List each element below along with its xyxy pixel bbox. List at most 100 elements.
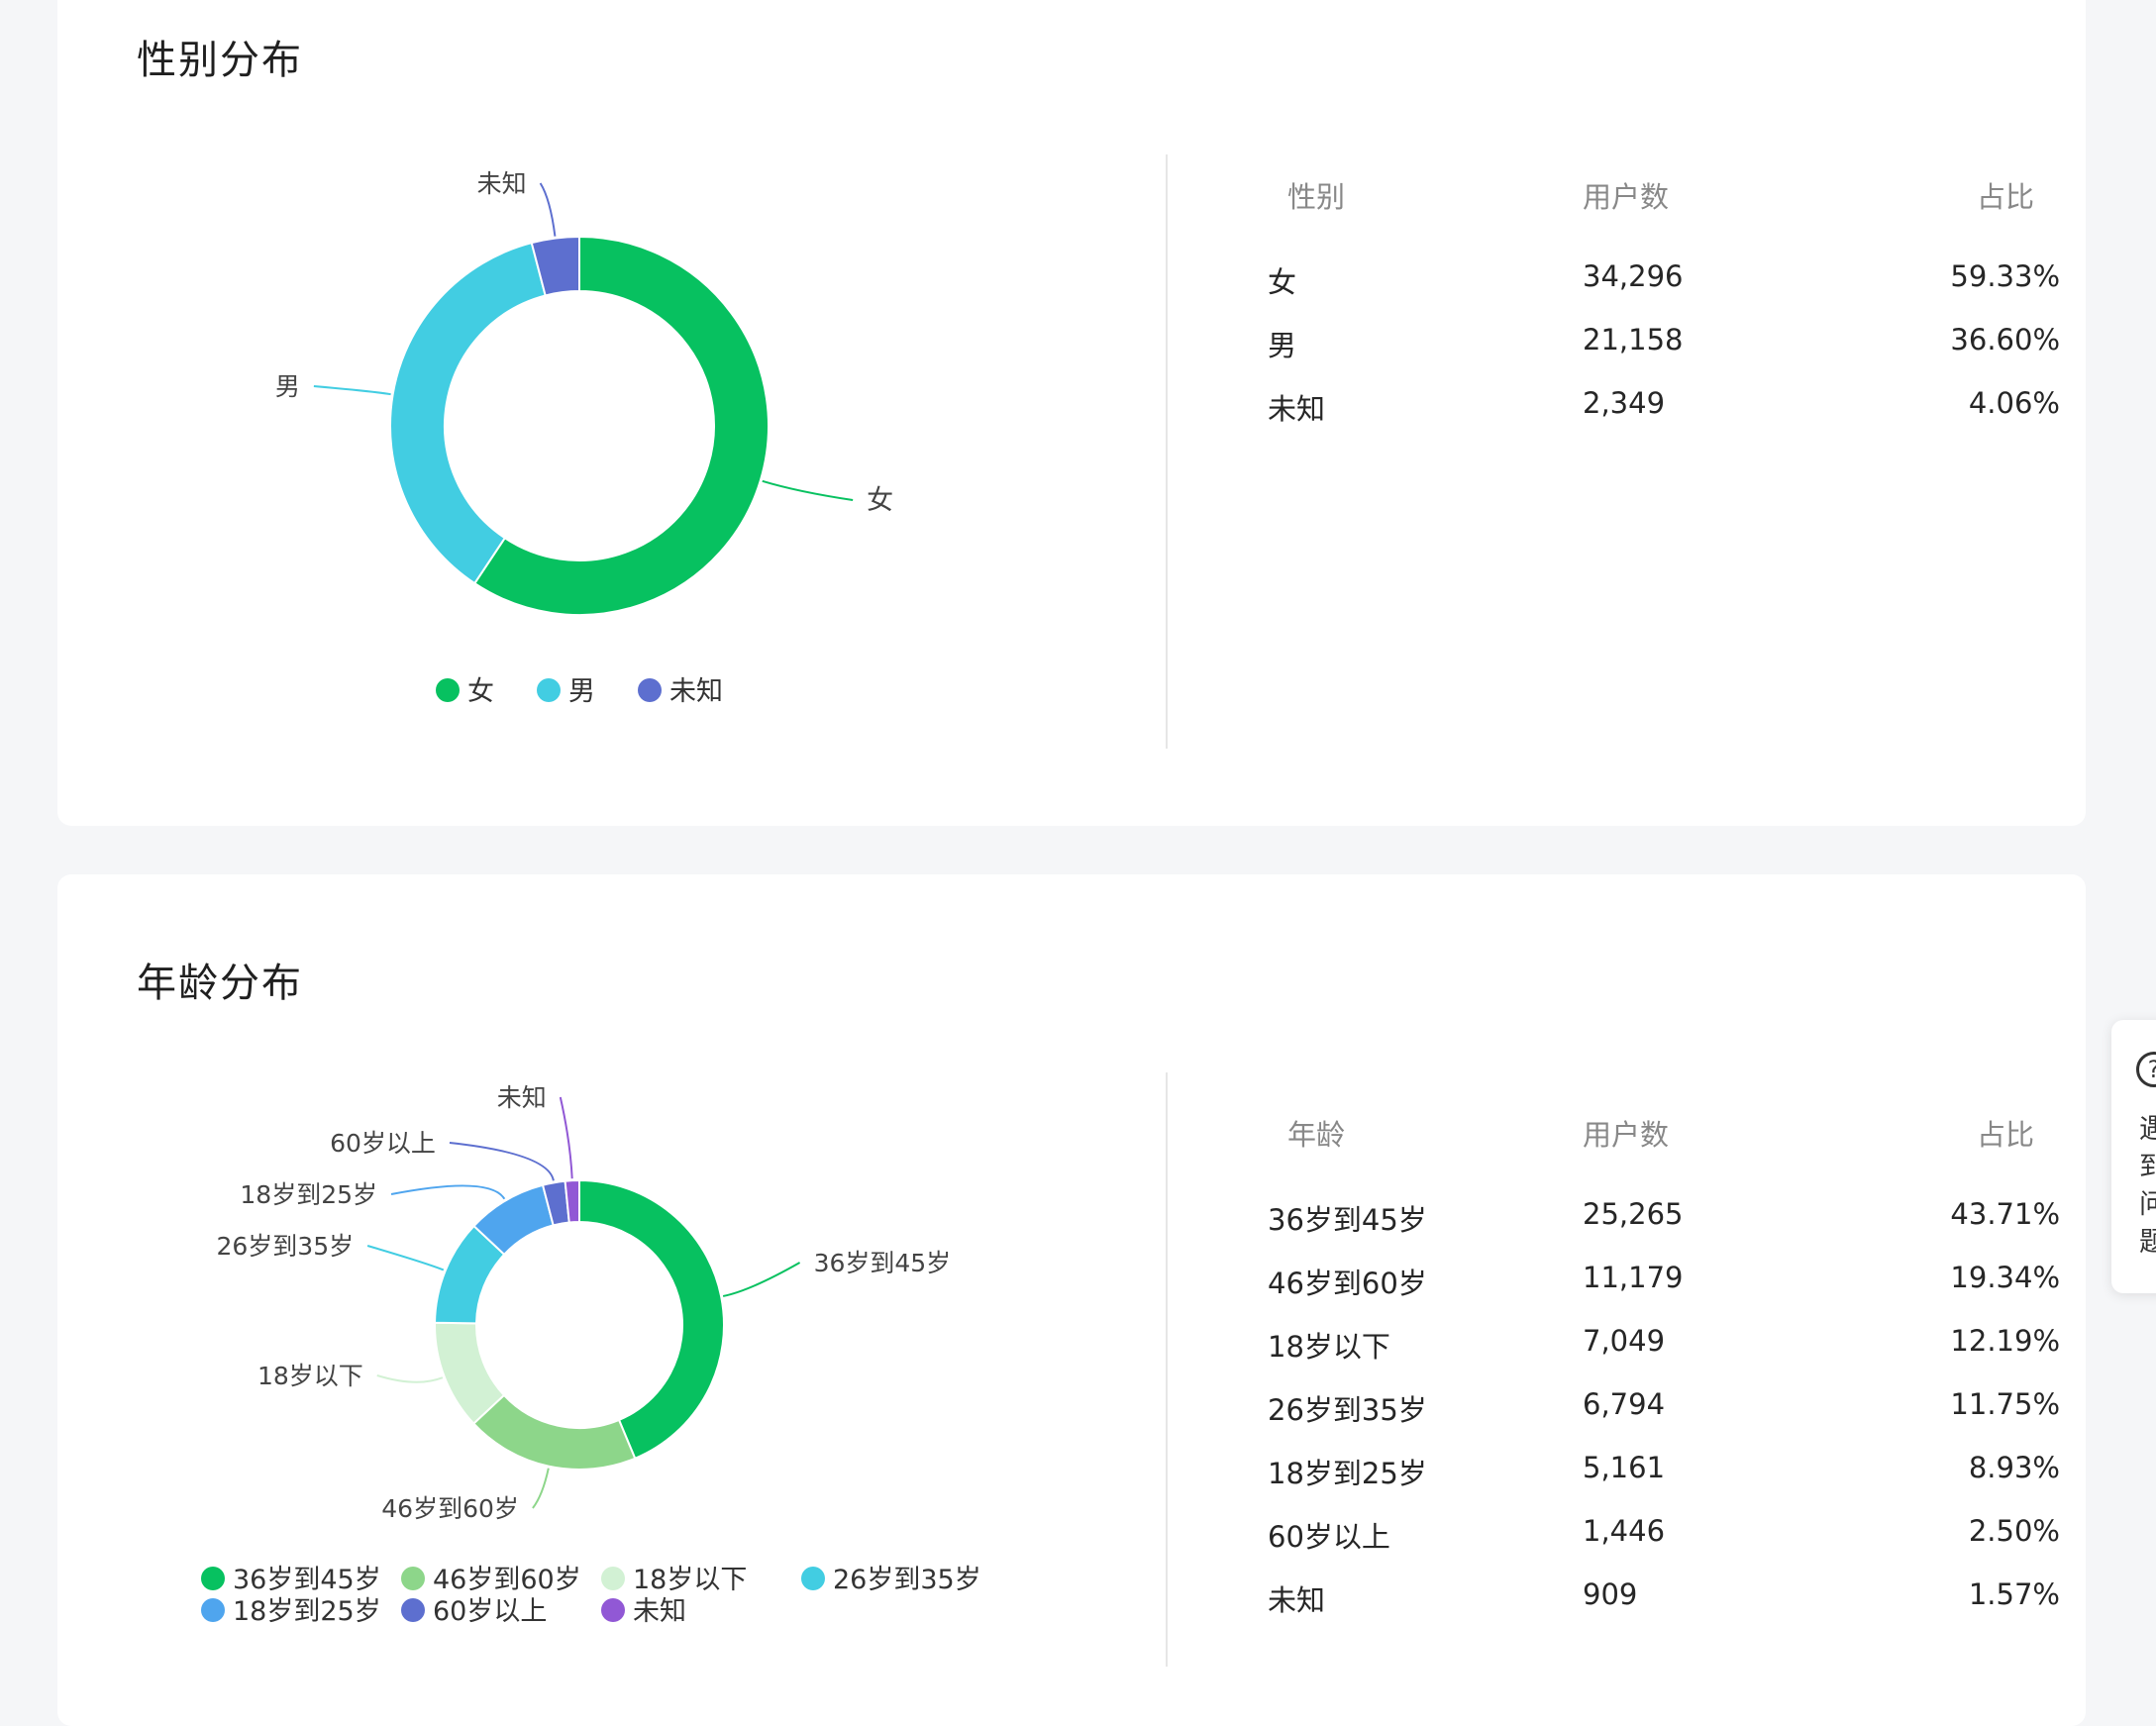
leader-line-0-2 [539,182,557,237]
table-row: 男 21,158 36.60% [1268,323,2060,382]
row-count: 5,161 [1583,1451,1666,1484]
legend-dot-icon [601,1566,625,1590]
donut-slice-0-1[interactable] [389,241,547,585]
gender-header-count: 用户数 [1583,180,1670,214]
row-pct: 8.93% [1968,1451,2060,1484]
table-row: 46岁到60岁 11,179 19.34% [1268,1261,2060,1320]
leader-line-1-3 [366,1245,445,1271]
slice-label-1-5: 60岁以上 [330,1129,436,1158]
slice-label-1-6: 未知 [497,1083,547,1112]
row-name: 18岁以下 [1268,1330,1390,1364]
donut-slice-1-6[interactable] [564,1178,580,1224]
row-pct: 1.57% [1968,1577,2060,1611]
row-name: 46岁到60岁 [1268,1267,1427,1300]
leader-line-1-5 [449,1142,555,1181]
age-distribution-card: 年龄分布 36岁到45岁 46岁到60岁 18岁以下 26岁到35岁 18岁到25岁 60… [57,874,2086,1726]
donut-slice-0-2[interactable] [530,235,580,297]
legend-dot-icon [537,677,561,702]
row-pct: 2.50% [1968,1514,2060,1548]
age-header-pct: 占比 [1976,1118,2034,1152]
row-count: 2,349 [1583,386,1666,420]
donut-slice-1-0[interactable] [578,1178,725,1461]
donut-slice-1-1[interactable] [471,1393,637,1471]
legend-item-1-2[interactable]: 18岁以下 [601,1558,747,1596]
leader-line-0-0 [762,479,854,501]
legend-dot-icon [436,677,460,702]
donut-slice-0-0[interactable] [472,235,770,616]
legend-label: 未知 [669,676,723,707]
legend-dot-icon [201,1597,225,1622]
legend-item-1-0[interactable]: 36岁到45岁 [201,1558,381,1596]
legend-label: 18岁到25岁 [233,1596,381,1627]
legend-item-1-3[interactable]: 26岁到35岁 [801,1558,981,1596]
legend-dot-icon [401,1566,425,1590]
table-row: 18岁以下 7,049 12.19% [1268,1324,2060,1383]
row-name: 60岁以上 [1268,1520,1390,1554]
legend-dot-icon [801,1566,825,1590]
slice-label-1-2: 18岁以下 [257,1362,363,1390]
leader-line-1-4 [390,1184,506,1200]
legend-label: 46岁到60岁 [433,1565,581,1595]
table-row: 36岁到45岁 25,265 43.71% [1268,1197,2060,1257]
legend-dot-icon [638,677,662,702]
row-count: 21,158 [1583,323,1684,356]
row-name: 未知 [1268,1583,1326,1617]
gender-distribution-card: 性别分布 女男未知 女男未知 性别 用户数 占比 女 34,296 59.33%… [57,0,2086,826]
age-section-title: 年龄分布 [137,961,303,1006]
question-circle-icon[interactable]: ? [2136,1052,2156,1087]
legend-label: 未知 [633,1596,686,1627]
slice-label-0-2: 未知 [477,169,527,198]
legend-item-1-4[interactable]: 18岁到25岁 [201,1589,381,1628]
help-widget[interactable]: ? 遇到问题 [2111,1020,2156,1293]
slice-label-1-0: 36岁到45岁 [814,1249,952,1277]
legend-dot-icon [201,1566,225,1590]
table-row: 女 34,296 59.33% [1268,259,2060,319]
gender-header-pct: 占比 [1976,180,2034,214]
help-widget-label[interactable]: 遇到问题 [2139,1114,2156,1258]
row-pct: 59.33% [1950,259,2060,293]
legend-label: 36岁到45岁 [233,1565,381,1595]
row-name: 26岁到35岁 [1268,1393,1427,1427]
table-row: 未知 2,349 4.06% [1268,386,2060,446]
age-donut-chart: 36岁到45岁 46岁到60岁 18岁以下 26岁到35岁 18岁到25岁 60岁以上 未知 [216,1083,952,1523]
row-count: 11,179 [1583,1261,1684,1294]
legend-label: 60岁以上 [433,1596,548,1627]
age-header-count: 用户数 [1583,1118,1670,1152]
slice-label-1-4: 18岁到25岁 [240,1180,377,1209]
row-count: 34,296 [1583,259,1684,293]
row-pct: 43.71% [1950,1197,2060,1231]
row-name: 男 [1268,329,1297,362]
row-name: 女 [1268,265,1297,299]
legend-item-1-1[interactable]: 46岁到60岁 [401,1558,581,1596]
leader-line-1-6 [559,1096,573,1179]
age-header-name: 年龄 [1287,1118,1346,1152]
legend-label: 女 [467,676,494,707]
legend-item-1-5[interactable]: 60岁以上 [401,1589,547,1628]
legend-item-0-1[interactable]: 男 [537,669,595,708]
row-pct: 11.75% [1950,1387,2060,1421]
table-row: 未知 909 1.57% [1268,1577,2060,1637]
row-count: 909 [1583,1577,1638,1611]
legend-label: 男 [568,676,595,707]
legend-item-1-6[interactable]: 未知 [601,1589,686,1628]
row-count: 1,446 [1583,1514,1666,1548]
gender-section-title: 性别分布 [137,38,303,83]
table-row: 26岁到35岁 6,794 11.75% [1268,1387,2060,1447]
age-table: 年龄 用户数 占比 36岁到45岁 25,265 43.71% 46岁到60岁 … [1268,1112,2060,1706]
row-pct: 12.19% [1950,1324,2060,1358]
legend-item-0-2[interactable]: 未知 [638,669,723,708]
row-pct: 4.06% [1968,386,2060,420]
row-pct: 36.60% [1950,323,2060,356]
legend-label: 18岁以下 [633,1565,748,1595]
gender-divider [1166,154,1168,749]
legend-label: 26岁到35岁 [833,1565,981,1595]
leader-line-1-0 [722,1262,801,1297]
leader-line-1-1 [532,1468,550,1509]
slice-label-1-1: 46岁到60岁 [381,1494,519,1523]
gender-donut-chart: 女 男 未知 [275,169,893,616]
age-divider [1166,1072,1168,1667]
legend-item-0-0[interactable]: 女 [436,669,494,708]
legend-dot-icon [601,1597,625,1622]
table-row: 18岁到25岁 5,161 8.93% [1268,1451,2060,1510]
row-count: 25,265 [1583,1197,1684,1231]
